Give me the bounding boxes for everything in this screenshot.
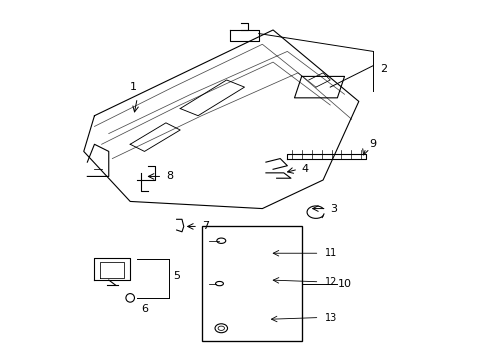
Text: 1: 1 bbox=[130, 82, 137, 92]
Bar bbox=[201, 226, 301, 341]
Text: 12: 12 bbox=[324, 277, 337, 287]
Text: 13: 13 bbox=[324, 312, 336, 323]
Text: 5: 5 bbox=[173, 271, 180, 282]
Text: 6: 6 bbox=[141, 303, 148, 314]
Text: 10: 10 bbox=[337, 279, 351, 289]
Text: 2: 2 bbox=[380, 64, 386, 74]
Text: 9: 9 bbox=[369, 139, 376, 149]
Text: 8: 8 bbox=[165, 171, 173, 181]
Text: 4: 4 bbox=[301, 164, 308, 174]
Text: 3: 3 bbox=[329, 203, 337, 213]
Text: 7: 7 bbox=[201, 221, 208, 231]
Text: 11: 11 bbox=[324, 248, 336, 258]
